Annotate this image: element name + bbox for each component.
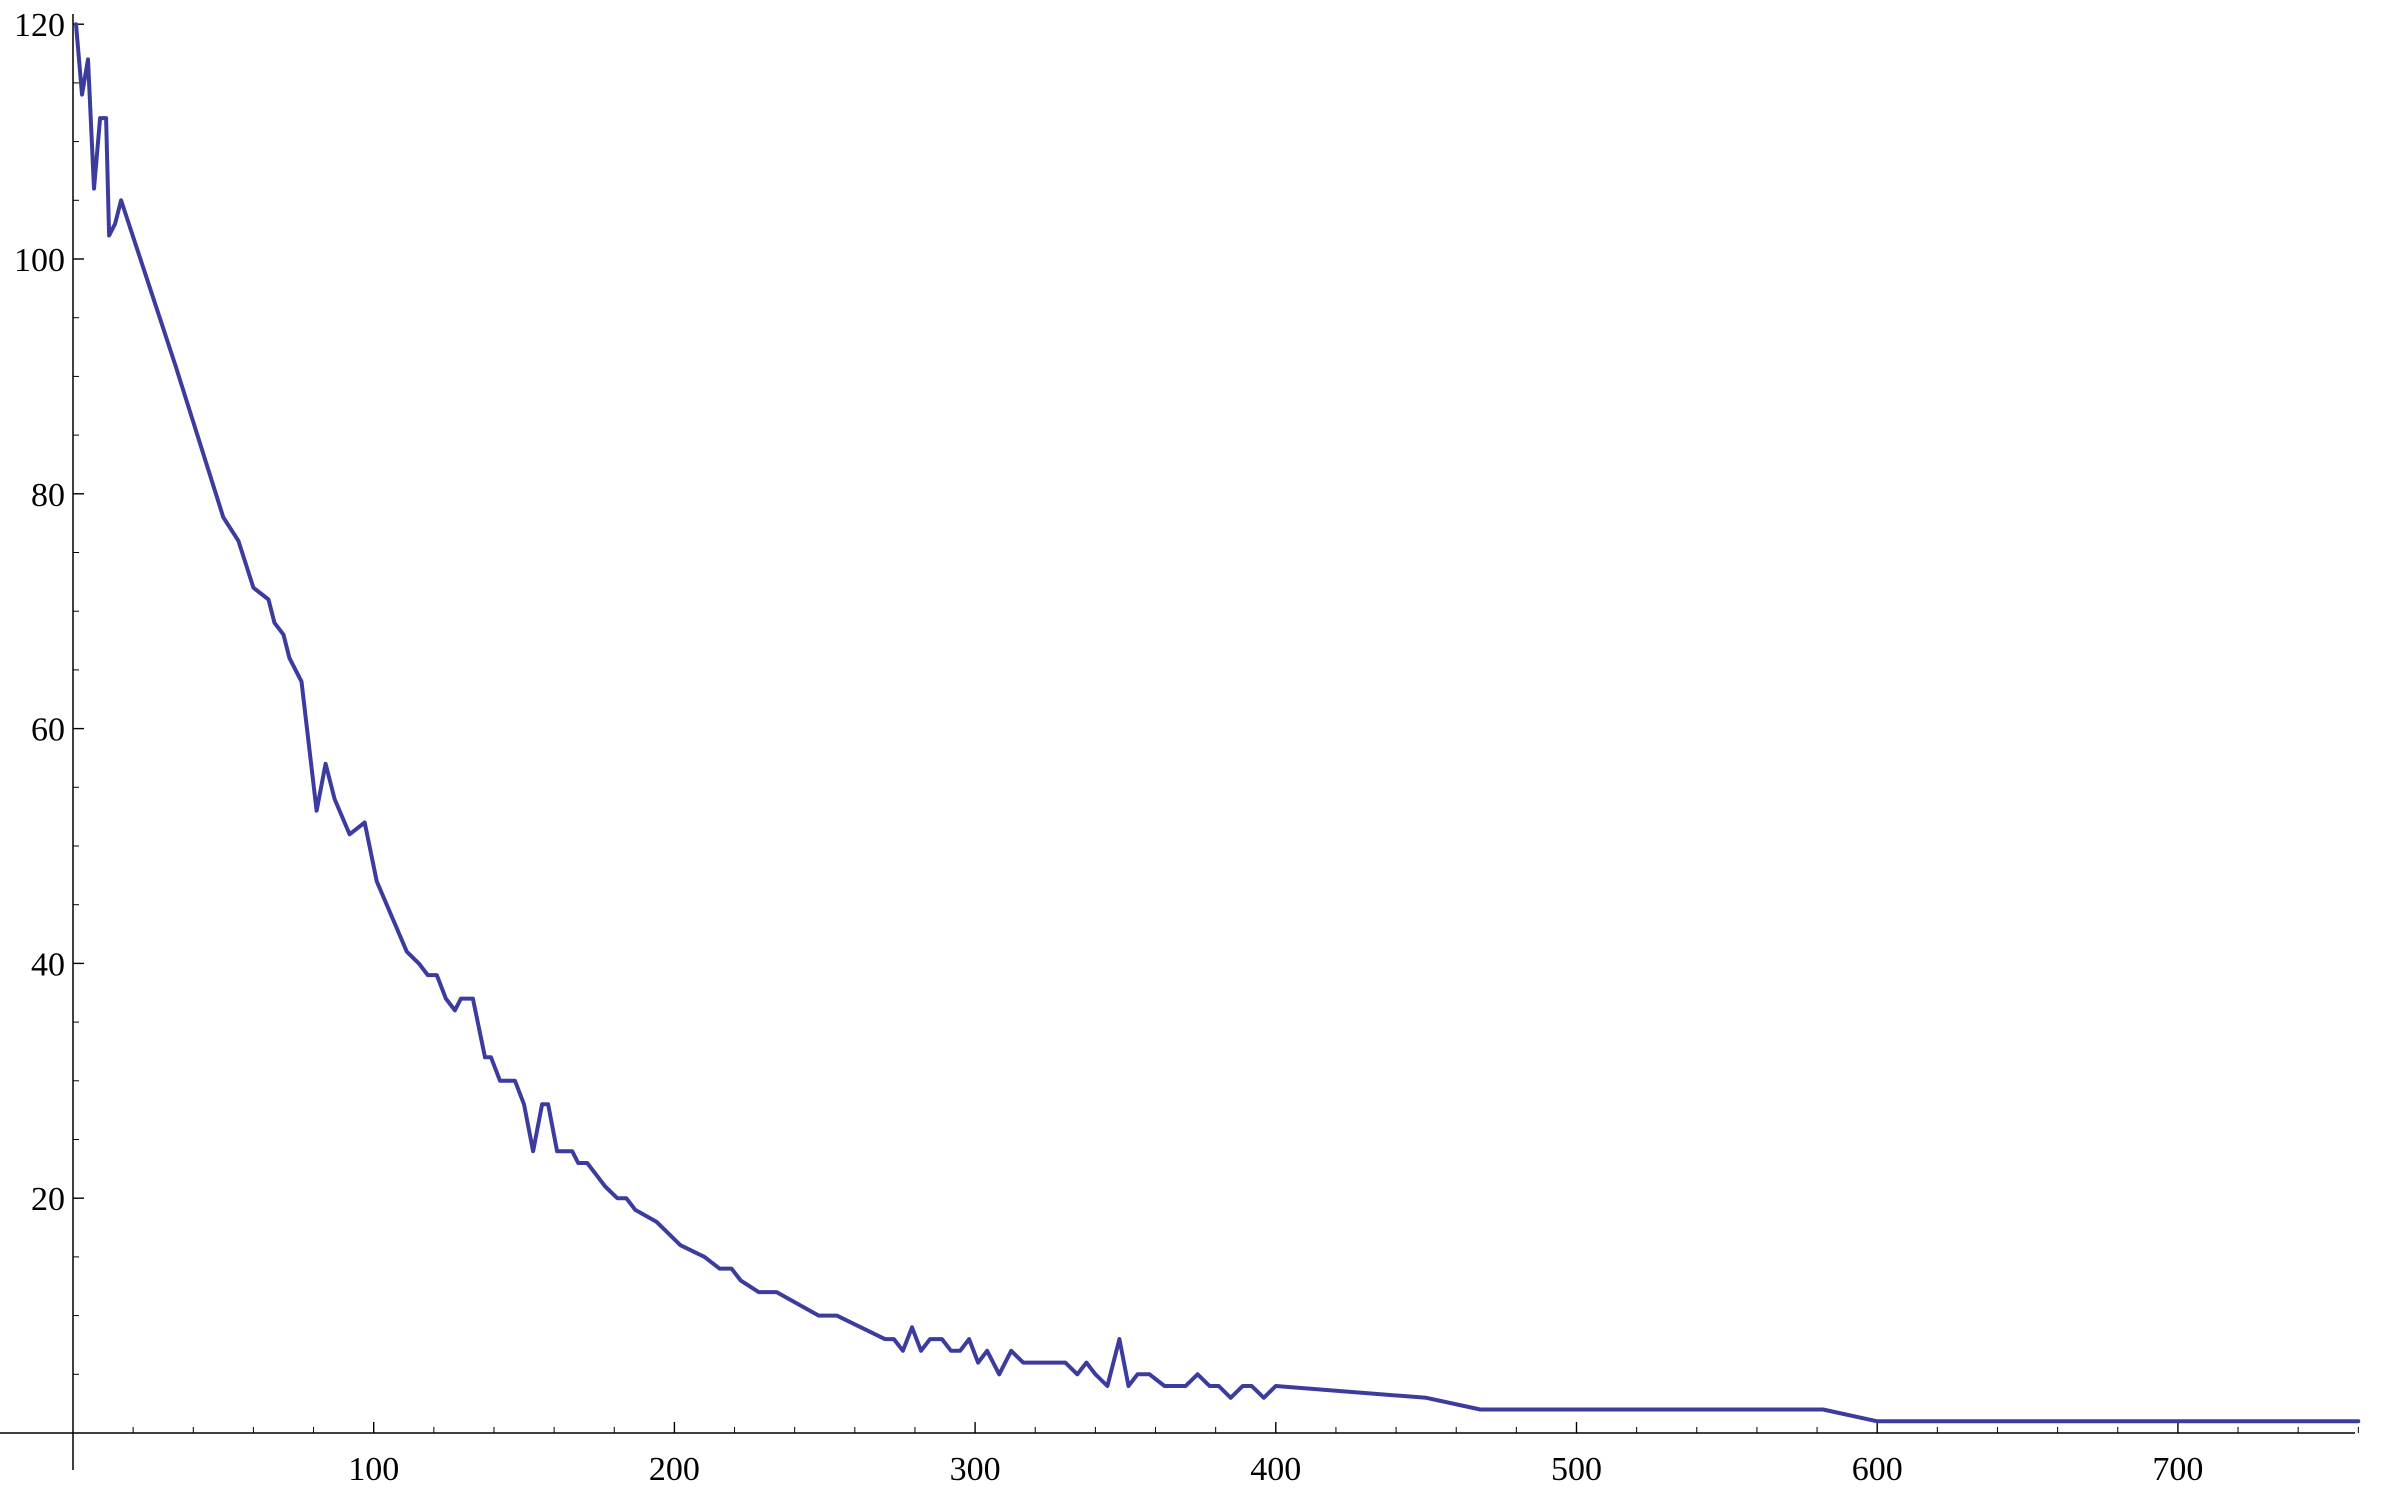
x-tick-label: 600 (1852, 1451, 1903, 1488)
minor-ticks (73, 82, 2359, 1433)
series-line (74, 22, 2361, 1424)
x-tick-label: 700 (2152, 1451, 2203, 1488)
x-tick-labels: 100 200 300 400 500 600 700 (348, 1451, 2203, 1488)
y-tick-label: 100 (14, 242, 65, 279)
y-tick-label: 60 (31, 712, 65, 749)
y-tick-label: 120 (14, 7, 65, 44)
x-tick-label: 400 (1250, 1451, 1301, 1488)
major-ticks (73, 23, 2179, 1433)
x-tick-label: 300 (950, 1451, 1001, 1488)
x-tick-label: 100 (348, 1451, 399, 1488)
y-tick-label: 20 (31, 1181, 65, 1218)
x-tick-label: 200 (649, 1451, 700, 1488)
y-tick-label: 40 (31, 946, 65, 983)
x-tick-label: 500 (1551, 1451, 1602, 1488)
y-tick-labels: 20 40 60 80 100 120 (14, 7, 65, 1218)
y-tick-label: 80 (31, 477, 65, 514)
series-group (74, 22, 2361, 1424)
